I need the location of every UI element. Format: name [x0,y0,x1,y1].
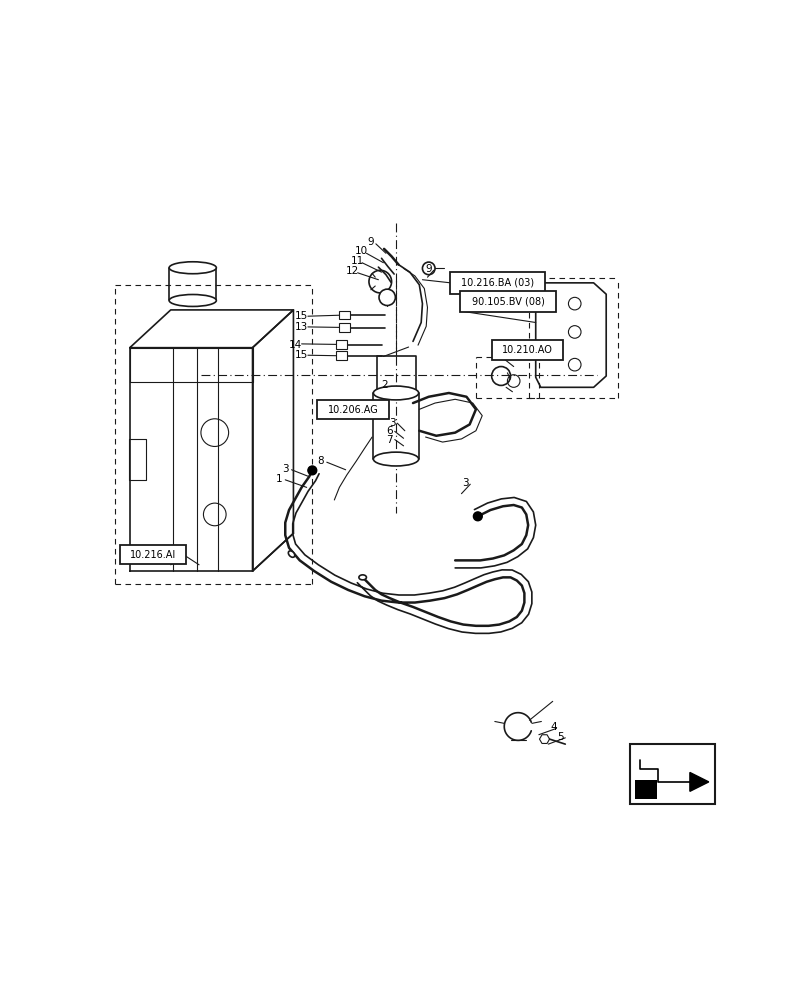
Text: 9: 9 [425,264,431,274]
Text: 13: 13 [294,322,308,332]
Bar [338,311,350,319]
Ellipse shape [373,452,418,466]
Text: 10: 10 [354,246,367,256]
Bar [335,351,346,360]
Text: 11: 11 [350,256,363,266]
Text: 3: 3 [388,418,395,428]
Text: 3: 3 [461,478,468,488]
Text: 10.206.AG: 10.206.AG [328,405,378,415]
Text: 14: 14 [289,340,302,350]
Text: 15: 15 [294,311,308,321]
Circle shape [307,466,316,475]
Text: 9: 9 [367,237,374,247]
Circle shape [474,513,481,520]
Text: 8: 8 [317,456,324,466]
Ellipse shape [358,575,366,580]
Text: 5: 5 [557,732,564,742]
Text: 15: 15 [294,350,308,360]
Ellipse shape [288,551,294,557]
FancyBboxPatch shape [491,340,563,360]
Text: 90.105.BV (08): 90.105.BV (08) [471,297,544,307]
Bar [634,780,656,799]
Ellipse shape [169,294,216,306]
Circle shape [473,512,482,521]
Text: 3: 3 [282,464,289,474]
FancyBboxPatch shape [317,400,388,419]
FancyBboxPatch shape [449,272,544,294]
Text: 12: 12 [345,266,358,276]
Text: 10.210.AO: 10.210.AO [501,345,552,355]
Ellipse shape [373,386,418,400]
Bar [629,744,714,804]
Text: 2: 2 [381,380,388,390]
Text: 7: 7 [386,435,393,445]
Circle shape [379,289,395,306]
FancyBboxPatch shape [460,291,556,312]
Ellipse shape [169,262,216,274]
Polygon shape [689,772,708,791]
Text: 10.216.AI: 10.216.AI [130,550,176,560]
FancyBboxPatch shape [120,545,186,564]
Text: 10.216.BA (03): 10.216.BA (03) [460,278,534,288]
Circle shape [308,467,315,474]
Bar [335,340,346,349]
Text: 1: 1 [276,474,282,484]
Bar [338,323,350,332]
Text: 4: 4 [549,722,556,732]
Text: 6: 6 [386,426,393,436]
